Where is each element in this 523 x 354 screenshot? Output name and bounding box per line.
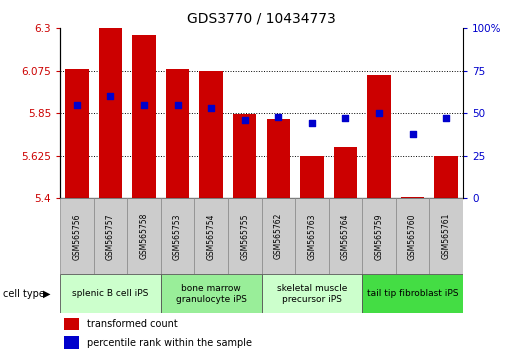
- Bar: [362, 198, 396, 274]
- Bar: [94, 198, 127, 274]
- Text: GSM565763: GSM565763: [308, 213, 316, 259]
- Text: GSM565755: GSM565755: [240, 213, 249, 259]
- Bar: [328, 198, 362, 274]
- Bar: [166, 69, 189, 198]
- Bar: [64, 336, 78, 349]
- Bar: [228, 198, 262, 274]
- Point: [274, 114, 282, 120]
- Bar: [60, 274, 161, 313]
- Text: GSM565759: GSM565759: [374, 213, 383, 259]
- Point: [308, 121, 316, 126]
- Bar: [161, 198, 195, 274]
- Bar: [60, 198, 94, 274]
- Bar: [127, 198, 161, 274]
- Text: tail tip fibroblast iPS: tail tip fibroblast iPS: [367, 289, 458, 298]
- Text: percentile rank within the sample: percentile rank within the sample: [87, 338, 252, 348]
- Bar: [334, 147, 357, 198]
- Bar: [401, 197, 424, 198]
- Text: GSM565762: GSM565762: [274, 213, 283, 259]
- Point: [106, 93, 115, 99]
- Text: transformed count: transformed count: [87, 319, 177, 329]
- Bar: [367, 75, 391, 198]
- Bar: [65, 69, 89, 198]
- Point: [442, 115, 450, 121]
- Bar: [262, 274, 362, 313]
- Bar: [233, 114, 256, 198]
- Bar: [362, 274, 463, 313]
- Point: [375, 110, 383, 116]
- Bar: [300, 156, 324, 198]
- Bar: [161, 274, 262, 313]
- Text: GSM565753: GSM565753: [173, 213, 182, 259]
- Text: GSM565761: GSM565761: [441, 213, 451, 259]
- Point: [241, 117, 249, 123]
- Point: [207, 105, 215, 111]
- Bar: [295, 198, 328, 274]
- Bar: [64, 318, 78, 330]
- Point: [408, 131, 417, 137]
- Bar: [99, 28, 122, 198]
- Bar: [262, 198, 295, 274]
- Text: GSM565754: GSM565754: [207, 213, 215, 259]
- Point: [140, 102, 148, 108]
- Point: [73, 102, 81, 108]
- Text: GSM565756: GSM565756: [72, 213, 82, 259]
- Text: splenic B cell iPS: splenic B cell iPS: [72, 289, 149, 298]
- Bar: [434, 156, 458, 198]
- Text: bone marrow
granulocyte iPS: bone marrow granulocyte iPS: [176, 284, 247, 303]
- Bar: [396, 198, 429, 274]
- Text: GSM565760: GSM565760: [408, 213, 417, 259]
- Bar: [267, 119, 290, 198]
- Bar: [132, 35, 156, 198]
- Bar: [195, 198, 228, 274]
- Text: skeletal muscle
precursor iPS: skeletal muscle precursor iPS: [277, 284, 347, 303]
- Point: [341, 115, 349, 121]
- Text: GSM565764: GSM565764: [341, 213, 350, 259]
- Title: GDS3770 / 10434773: GDS3770 / 10434773: [187, 12, 336, 26]
- Bar: [199, 71, 223, 198]
- Bar: [429, 198, 463, 274]
- Text: ▶: ▶: [43, 289, 51, 299]
- Text: cell type: cell type: [3, 289, 44, 299]
- Point: [174, 102, 182, 108]
- Text: GSM565758: GSM565758: [140, 213, 149, 259]
- Text: GSM565757: GSM565757: [106, 213, 115, 259]
